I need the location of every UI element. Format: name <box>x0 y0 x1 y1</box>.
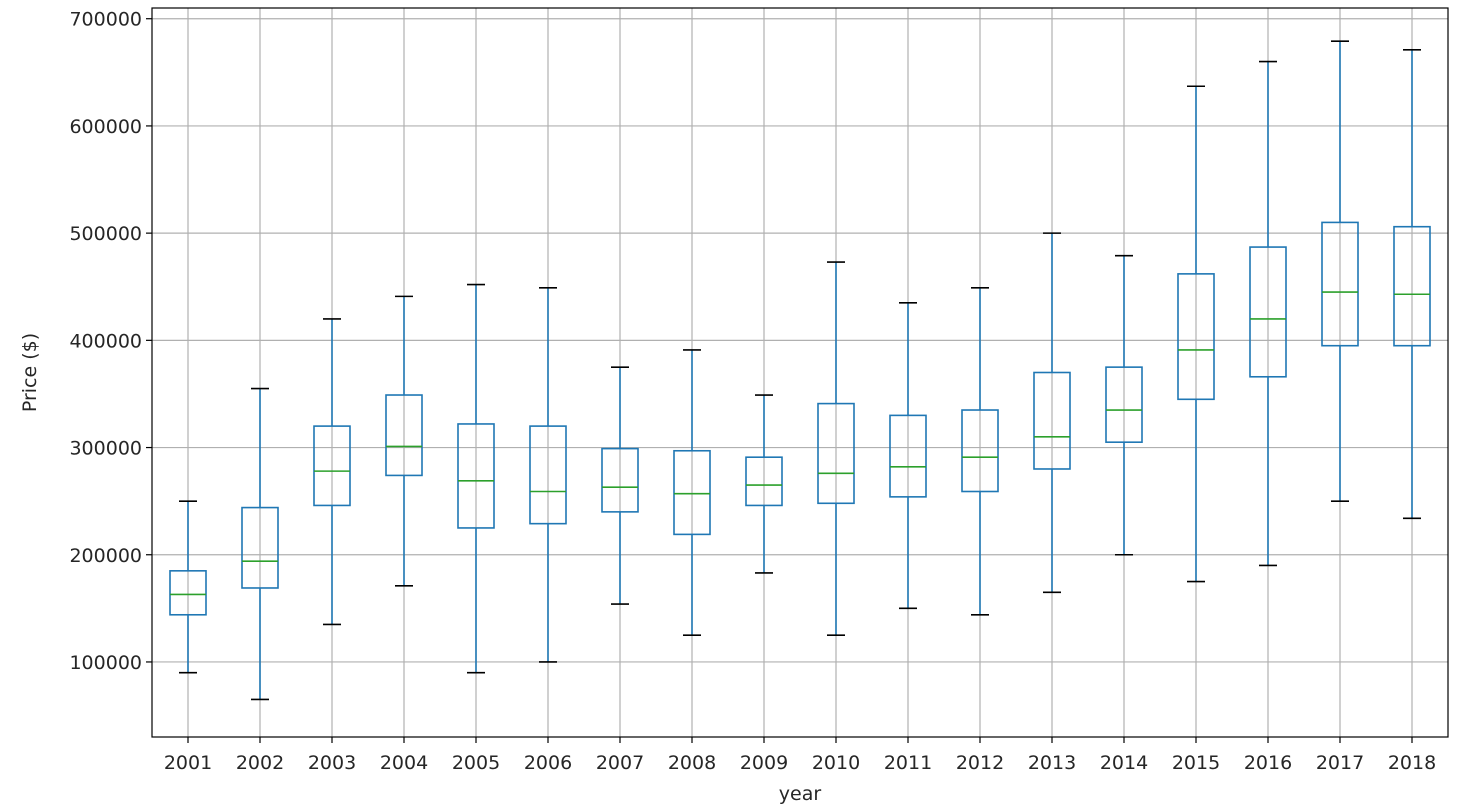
box-2018 <box>1393 49 1431 520</box>
box-2005 <box>457 283 495 674</box>
x-tick-label: 2009 <box>740 752 788 774</box>
iqr-box <box>1393 225 1431 347</box>
x-axis-ticks: 2001 2002 2003 2004 2005 2006 2007 2008 2009 2010… <box>164 737 1436 774</box>
box-2003 <box>313 318 351 626</box>
box-2009 <box>745 394 783 574</box>
x-tick-label: 2001 <box>164 752 212 774</box>
x-tick-label: 2005 <box>452 752 500 774</box>
box-2004 <box>385 295 423 587</box>
iqr-box <box>1249 246 1287 378</box>
box-2006 <box>529 287 567 663</box>
iqr-box <box>1033 371 1071 470</box>
iqr-box <box>745 456 783 507</box>
grid-lines <box>152 8 1448 737</box>
x-tick-label: 2013 <box>1028 752 1076 774</box>
plot-frame <box>151 7 1449 738</box>
y-tick-label: 400000 <box>69 330 142 352</box>
box-2014 <box>1105 254 1143 556</box>
y-tick-label: 200000 <box>69 545 142 567</box>
iqr-box <box>529 425 567 525</box>
box-2007 <box>601 366 639 605</box>
x-tick-label: 2017 <box>1316 752 1364 774</box>
x-tick-label: 2011 <box>884 752 932 774</box>
iqr-box <box>601 447 639 513</box>
y-tick-label: 500000 <box>69 223 142 245</box>
x-tick-label: 2014 <box>1100 752 1148 774</box>
iqr-box <box>1177 273 1215 401</box>
box-2002 <box>241 387 279 701</box>
box-2012 <box>961 287 999 616</box>
x-tick-label: 2003 <box>308 752 356 774</box>
box-2008 <box>673 349 711 636</box>
box-2001 <box>169 500 207 674</box>
iqr-box <box>673 449 711 536</box>
iqr-box <box>817 402 855 505</box>
x-tick-label: 2004 <box>380 752 428 774</box>
x-tick-label: 2006 <box>524 752 572 774</box>
x-tick-label: 2015 <box>1172 752 1220 774</box>
iqr-box <box>169 570 207 616</box>
iqr-box <box>313 425 351 507</box>
iqr-box <box>457 423 495 529</box>
y-tick-label: 700000 <box>69 9 142 31</box>
box-2015 <box>1177 85 1215 583</box>
box-2017 <box>1321 40 1359 502</box>
box-2010 <box>817 261 855 636</box>
x-tick-label: 2007 <box>596 752 644 774</box>
y-tick-label: 300000 <box>69 438 142 460</box>
x-tick-label: 2016 <box>1244 752 1292 774</box>
box-2016 <box>1249 60 1287 567</box>
box-2013 <box>1033 232 1071 594</box>
x-axis-title: year <box>779 783 822 805</box>
x-tick-label: 2010 <box>812 752 860 774</box>
iqr-box <box>385 394 423 477</box>
box-series <box>169 40 1431 701</box>
iqr-box <box>1105 366 1143 443</box>
y-tick-label: 100000 <box>69 652 142 674</box>
iqr-box <box>889 414 927 498</box>
iqr-box <box>1321 221 1359 347</box>
y-axis-title: Price ($) <box>19 333 41 412</box>
x-tick-label: 2018 <box>1388 752 1436 774</box>
y-tick-label: 600000 <box>69 116 142 138</box>
x-tick-label: 2012 <box>956 752 1004 774</box>
iqr-box <box>241 506 279 589</box>
iqr-box <box>961 409 999 493</box>
box-2011 <box>889 302 927 610</box>
y-axis-ticks: 100000 200000 300000 400000 500000 600000 7000… <box>69 9 152 674</box>
x-tick-label: 2002 <box>236 752 284 774</box>
x-tick-label: 2008 <box>668 752 716 774</box>
